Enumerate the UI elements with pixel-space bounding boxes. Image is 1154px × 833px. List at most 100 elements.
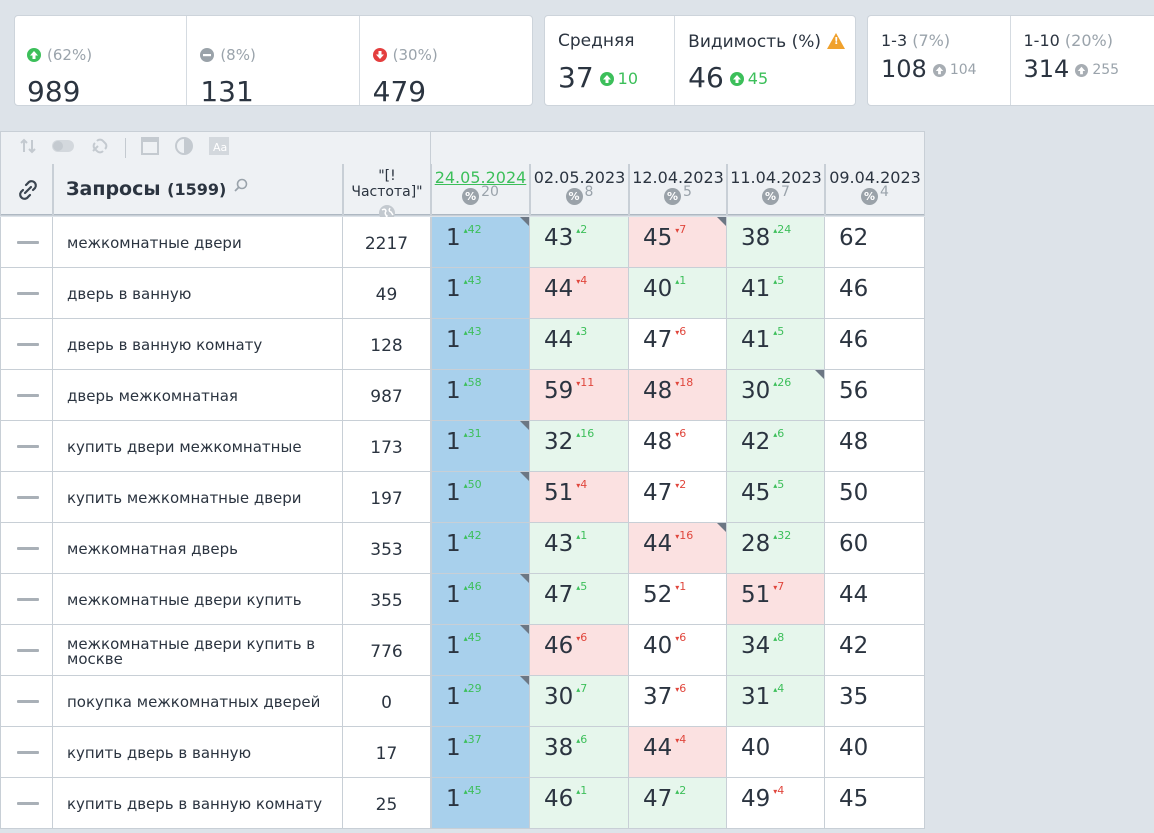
query-cell[interactable]: межкомнатная дверь xyxy=(53,523,343,574)
row-link-cell[interactable] xyxy=(0,523,53,574)
query-cell[interactable]: дверь в ванную xyxy=(53,268,343,319)
position-cell[interactable]: 38 ▴6 xyxy=(530,727,629,778)
position-cell[interactable]: 1 ▴42 xyxy=(431,523,530,574)
frequency-column-header[interactable]: "[!Частота]" xyxy=(343,164,431,221)
sort-icon[interactable] xyxy=(19,137,37,160)
row-link-cell[interactable] xyxy=(0,472,53,523)
position-cell[interactable]: 38 ▴24 xyxy=(727,217,825,268)
position-cell[interactable]: 45 xyxy=(825,778,925,829)
position-cell[interactable]: 43 ▴2 xyxy=(530,217,629,268)
position-cell[interactable]: 31 ▴4 xyxy=(727,676,825,727)
position-cell[interactable]: 48 ▾18 xyxy=(629,370,727,421)
position-cell[interactable]: 48 xyxy=(825,421,925,472)
position-cell[interactable]: 51 ▾7 xyxy=(727,574,825,625)
contrast-icon[interactable] xyxy=(174,136,194,161)
positions-down-cell[interactable]: (30%) 479 xyxy=(360,16,532,105)
position-cell[interactable]: 50 xyxy=(825,472,925,523)
query-cell[interactable]: купить межкомнатные двери xyxy=(53,472,343,523)
percent-icon[interactable]: % xyxy=(565,188,583,205)
position-cell[interactable]: 46 ▴1 xyxy=(530,778,629,829)
date-column-header[interactable]: 12.04.2023% 5 xyxy=(629,164,727,216)
position-cell[interactable]: 1 ▴31 xyxy=(431,421,530,472)
position-cell[interactable]: 28 ▴32 xyxy=(727,523,825,574)
position-cell[interactable]: 59 ▾11 xyxy=(530,370,629,421)
position-cell[interactable]: 41 ▴5 xyxy=(727,268,825,319)
query-cell[interactable]: купить дверь в ванную xyxy=(53,727,343,778)
positions-up-cell[interactable]: (62%) 989 xyxy=(15,16,188,105)
query-cell[interactable]: межкомнатные двери купить в москве xyxy=(53,625,343,676)
position-cell[interactable]: 51 ▾4 xyxy=(530,472,629,523)
position-cell[interactable]: 47 ▴2 xyxy=(629,778,727,829)
link-icon[interactable] xyxy=(89,136,111,161)
position-cell[interactable]: 40 ▴1 xyxy=(629,268,727,319)
percent-icon[interactable]: % xyxy=(664,188,682,205)
row-link-cell[interactable] xyxy=(0,370,53,421)
query-cell[interactable]: покупка межкомнатных дверей xyxy=(53,676,343,727)
position-cell[interactable]: 37 ▾6 xyxy=(629,676,727,727)
position-cell[interactable]: 1 ▴37 xyxy=(431,727,530,778)
search-icon[interactable] xyxy=(233,178,249,194)
position-cell[interactable]: 44 xyxy=(825,574,925,625)
query-cell[interactable]: межкомнатные двери купить xyxy=(53,574,343,625)
row-link-cell[interactable] xyxy=(0,625,53,676)
position-cell[interactable]: 32 ▴16 xyxy=(530,421,629,472)
row-link-cell[interactable] xyxy=(0,574,53,625)
date-column-header[interactable]: 09.04.2023% 4 xyxy=(825,164,925,216)
position-cell[interactable]: 35 xyxy=(825,676,925,727)
percent-icon[interactable]: % xyxy=(861,188,879,205)
link-column-header[interactable] xyxy=(0,164,53,216)
row-link-cell[interactable] xyxy=(0,778,53,829)
position-cell[interactable]: 42 ▴6 xyxy=(727,421,825,472)
row-link-cell[interactable] xyxy=(0,727,53,778)
query-cell[interactable]: дверь межкомнатная xyxy=(53,370,343,421)
row-link-cell[interactable] xyxy=(0,319,53,370)
row-link-cell[interactable] xyxy=(0,676,53,727)
position-cell[interactable]: 48 ▾6 xyxy=(629,421,727,472)
date-column-header[interactable]: 24.05.2024% 20 xyxy=(431,164,530,216)
toggle-icon[interactable] xyxy=(51,137,75,160)
position-cell[interactable]: 47 ▾6 xyxy=(629,319,727,370)
position-cell[interactable]: 46 xyxy=(825,268,925,319)
position-cell[interactable]: 44 ▾16 xyxy=(629,523,727,574)
position-cell[interactable]: 56 xyxy=(825,370,925,421)
query-cell[interactable]: купить двери межкомнатные xyxy=(53,421,343,472)
warning-icon[interactable]: ! xyxy=(827,33,845,49)
position-cell[interactable]: 1 ▴29 xyxy=(431,676,530,727)
position-cell[interactable]: 30 ▴26 xyxy=(727,370,825,421)
query-cell[interactable]: купить дверь в ванную комнату xyxy=(53,778,343,829)
position-cell[interactable]: 40 xyxy=(825,727,925,778)
position-cell[interactable]: 1 ▴46 xyxy=(431,574,530,625)
percent-icon[interactable]: % xyxy=(762,188,780,205)
percent-icon[interactable]: % xyxy=(462,188,480,205)
position-cell[interactable]: 30 ▴7 xyxy=(530,676,629,727)
position-cell[interactable]: 1 ▴43 xyxy=(431,319,530,370)
date-column-header[interactable]: 02.05.2023% 8 xyxy=(530,164,629,216)
position-cell[interactable]: 47 ▴5 xyxy=(530,574,629,625)
query-cell[interactable]: дверь в ванную комнату xyxy=(53,319,343,370)
position-cell[interactable]: 46 xyxy=(825,319,925,370)
position-cell[interactable]: 44 ▴3 xyxy=(530,319,629,370)
position-cell[interactable]: 62 xyxy=(825,217,925,268)
position-cell[interactable]: 1 ▴42 xyxy=(431,217,530,268)
position-cell[interactable]: 46 ▾6 xyxy=(530,625,629,676)
position-cell[interactable]: 1 ▴45 xyxy=(431,625,530,676)
position-cell[interactable]: 44 ▾4 xyxy=(629,727,727,778)
position-cell[interactable]: 42 xyxy=(825,625,925,676)
font-icon[interactable]: Aa xyxy=(208,136,230,161)
top10-cell[interactable]: 1-10 (20%) 314 255 xyxy=(1011,16,1154,105)
positions-same-cell[interactable]: (8%) 131 xyxy=(187,16,360,105)
position-cell[interactable]: 52 ▾1 xyxy=(629,574,727,625)
position-cell[interactable]: 1 ▴50 xyxy=(431,472,530,523)
query-column-header[interactable]: Запросы (1599) xyxy=(53,164,343,216)
position-cell[interactable]: 47 ▾2 xyxy=(629,472,727,523)
query-cell[interactable]: межкомнатные двери xyxy=(53,217,343,268)
position-cell[interactable]: 49 ▾4 xyxy=(727,778,825,829)
position-cell[interactable]: 1 ▴45 xyxy=(431,778,530,829)
date-column-header[interactable]: 11.04.2023% 7 xyxy=(727,164,825,216)
position-cell[interactable]: 41 ▴5 xyxy=(727,319,825,370)
position-cell[interactable]: 43 ▴1 xyxy=(530,523,629,574)
top3-cell[interactable]: 1-3 (7%) 108 104 xyxy=(868,16,1011,105)
position-cell[interactable]: 44 ▾4 xyxy=(530,268,629,319)
position-cell[interactable]: 40 ▾6 xyxy=(629,625,727,676)
position-cell[interactable]: 1 ▴58 xyxy=(431,370,530,421)
